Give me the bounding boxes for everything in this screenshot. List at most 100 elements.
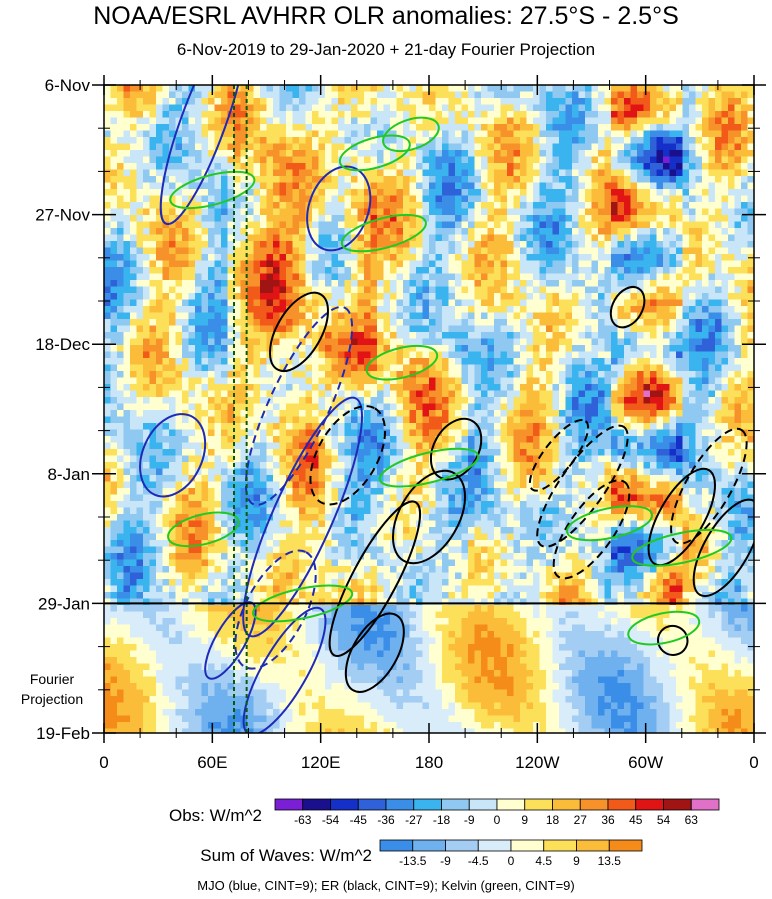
heat-cell: [299, 150, 306, 157]
heat-cell: [123, 117, 131, 125]
heat-cell: [702, 377, 709, 385]
heat-cell: [286, 312, 293, 320]
heat-cell: [656, 137, 664, 144]
heat-cell: [299, 403, 306, 411]
heat-cell: [526, 85, 534, 92]
heat-cell: [266, 267, 274, 274]
heat-cell: [279, 319, 287, 326]
heat-cell: [474, 137, 482, 144]
heat-cell: [442, 85, 449, 92]
heat-cell: [227, 293, 235, 300]
heat-cell: [650, 403, 657, 411]
heat-cell: [507, 319, 514, 326]
heat-cell: [182, 150, 189, 157]
heat-cell: [533, 293, 540, 300]
heat-cell: [494, 384, 501, 391]
heat-cell: [565, 85, 573, 92]
heat-cell: [481, 137, 488, 144]
heat-cell: [487, 124, 495, 131]
heat-cell: [305, 384, 313, 391]
heat-cell: [617, 325, 625, 333]
heat-cell: [533, 273, 540, 281]
heat-cell: [728, 332, 735, 339]
heat-cell: [598, 384, 605, 391]
heat-cell: [650, 137, 657, 144]
heat-cell: [669, 117, 677, 125]
heat-cell: [331, 137, 339, 144]
heat-cell: [422, 377, 430, 385]
heat-cell: [201, 182, 209, 190]
heat-cell: [227, 130, 235, 138]
heat-cell: [728, 163, 735, 170]
heat-cell: [559, 325, 566, 333]
heat-cell: [656, 150, 664, 157]
heat-cell: [507, 202, 514, 209]
heat-cell: [455, 319, 462, 326]
heat-cell: [572, 312, 579, 320]
heat-cell: [494, 260, 501, 268]
heat-cell: [572, 384, 579, 391]
heat-cell: [338, 345, 345, 352]
heat-cell: [650, 215, 657, 222]
heat-cell: [396, 254, 404, 261]
heat-cell: [175, 293, 183, 300]
heat-cell: [279, 182, 287, 190]
heat-cell: [546, 124, 553, 131]
heat-cell: [312, 267, 319, 274]
heat-cell: [422, 390, 430, 398]
heat-cell: [305, 306, 313, 313]
heat-cell: [435, 273, 443, 281]
heat-cell: [383, 377, 391, 385]
heat-cell: [266, 286, 274, 294]
heat-cell: [676, 384, 683, 391]
heat-cell: [513, 176, 521, 183]
heat-cell: [117, 247, 124, 255]
heat-cell: [227, 403, 235, 411]
heat-cell: [156, 143, 163, 151]
heat-cell: [455, 351, 462, 359]
heat-cell: [136, 241, 144, 248]
heat-cell: [383, 130, 391, 138]
heat-cell: [552, 319, 560, 326]
heat-cell: [617, 104, 625, 112]
heat-cell: [598, 91, 605, 99]
heat-cell: [747, 338, 754, 346]
heat-cell: [188, 377, 196, 385]
heat-cell: [422, 176, 430, 183]
heat-cell: [565, 182, 573, 190]
heat-cell: [533, 169, 540, 177]
heat-cell: [455, 306, 462, 313]
heat-cell: [539, 221, 547, 229]
heat-cell: [552, 384, 560, 391]
heat-cell: [487, 306, 495, 313]
heat-cell: [500, 98, 508, 105]
heat-cell: [598, 351, 605, 359]
heat-cell: [708, 228, 716, 235]
heat-cell: [630, 332, 638, 339]
heat-cell: [624, 273, 631, 281]
heat-cell: [604, 286, 612, 294]
heat-cell: [318, 306, 326, 313]
heat-cell: [656, 124, 664, 131]
heat-cell: [578, 208, 586, 216]
heat-cell: [162, 377, 170, 385]
heat-cell: [149, 299, 157, 307]
heat-cell: [617, 169, 625, 177]
heat-cell: [305, 247, 313, 255]
heat-cell: [468, 104, 475, 112]
heat-cell: [468, 228, 475, 235]
heat-cell: [396, 280, 404, 287]
heat-cell: [676, 351, 683, 359]
heat-cell: [143, 254, 150, 261]
heat-cell: [526, 351, 534, 359]
heat-cell: [357, 397, 365, 404]
heat-cell: [247, 260, 254, 268]
heat-cell: [702, 358, 709, 365]
heat-cell: [669, 390, 677, 398]
heat-cell: [643, 111, 651, 118]
heat-cell: [338, 267, 345, 274]
heat-cell: [143, 293, 150, 300]
heat-cell: [520, 299, 527, 307]
heat-cell: [149, 195, 157, 203]
heat-cell: [338, 111, 345, 118]
